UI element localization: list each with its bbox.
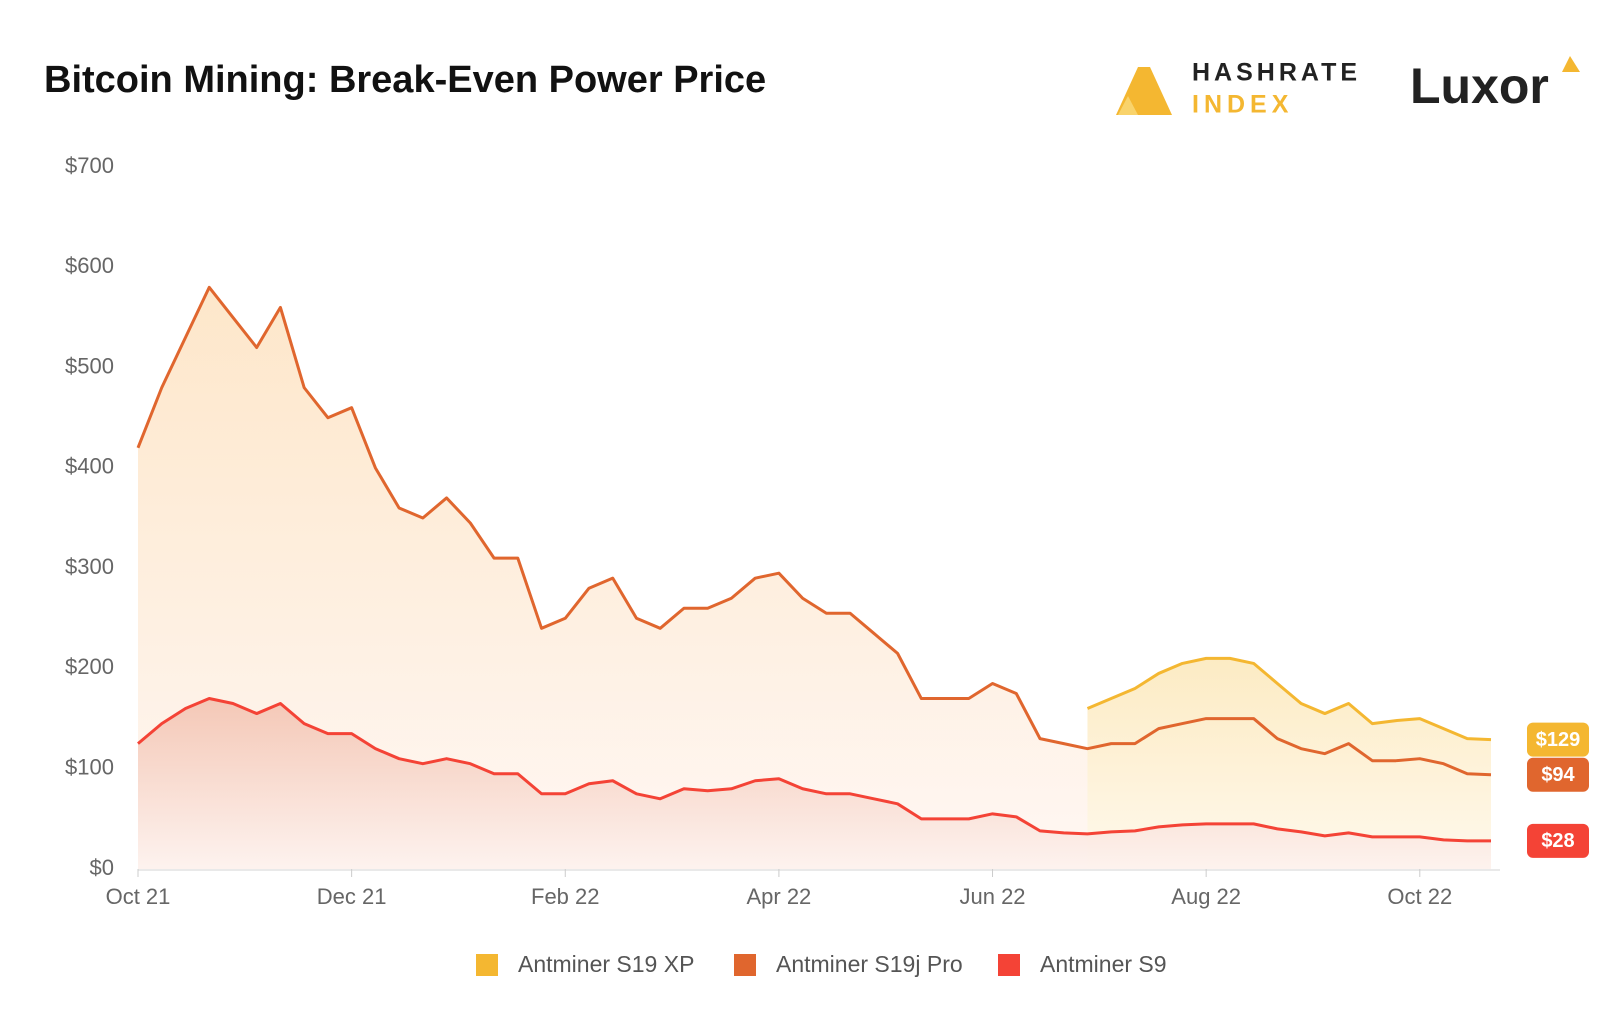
x-tick-label: Aug 22 [1171, 884, 1241, 909]
legend-label: Antminer S9 [1040, 951, 1167, 977]
logo-icon [1562, 56, 1580, 72]
legend-swatch [998, 954, 1020, 976]
areas [138, 287, 1491, 869]
legend-label: Antminer S19j Pro [776, 951, 963, 977]
y-tick-label: $700 [65, 153, 114, 178]
end-label-badge [1527, 757, 1589, 792]
end-label: $94 [1541, 764, 1575, 786]
line [137, 697, 1491, 843]
area [1087, 658, 1491, 869]
y-tick-label: $400 [65, 454, 114, 479]
line [136, 285, 1492, 777]
logo-text: HASHRATE [1192, 59, 1361, 87]
y-tick-label: $0 [90, 855, 114, 880]
logo-icon [1118, 96, 1138, 115]
y-tick-label: $300 [65, 554, 114, 579]
x-tick-label: Apr 22 [746, 884, 811, 909]
y-tick-label: $600 [65, 253, 114, 278]
line [1086, 656, 1492, 742]
x-tick-label: Oct 22 [1387, 884, 1452, 909]
hashrate-logo: HASHRATE INDEX [1116, 59, 1361, 119]
logo-text: Luxor [1410, 58, 1549, 114]
y-tick-label: $200 [65, 654, 114, 679]
luxor-logo: Luxor [1410, 56, 1580, 114]
area [138, 287, 1491, 869]
x-tick-label: Jun 22 [959, 884, 1025, 909]
x-tick-label: Oct 21 [106, 884, 171, 909]
x-tick-label: Feb 22 [531, 884, 600, 909]
logo-text: INDEX [1192, 91, 1293, 119]
x-tick-label: Dec 21 [317, 884, 387, 909]
chart-title: Bitcoin Mining: Break-Even Power Price [44, 59, 766, 101]
legend-swatch [734, 954, 756, 976]
y-tick-label: $100 [65, 755, 114, 780]
legend-label: Antminer S19 XP [518, 951, 694, 977]
end-label: $28 [1541, 830, 1574, 852]
legend-swatch [476, 954, 498, 976]
end-label: $129 [1536, 729, 1581, 751]
end-label-badge [1527, 823, 1589, 858]
area [138, 698, 1491, 869]
y-tick-label: $500 [65, 353, 114, 378]
lines [136, 285, 1492, 843]
end-label-badge [1527, 722, 1589, 757]
